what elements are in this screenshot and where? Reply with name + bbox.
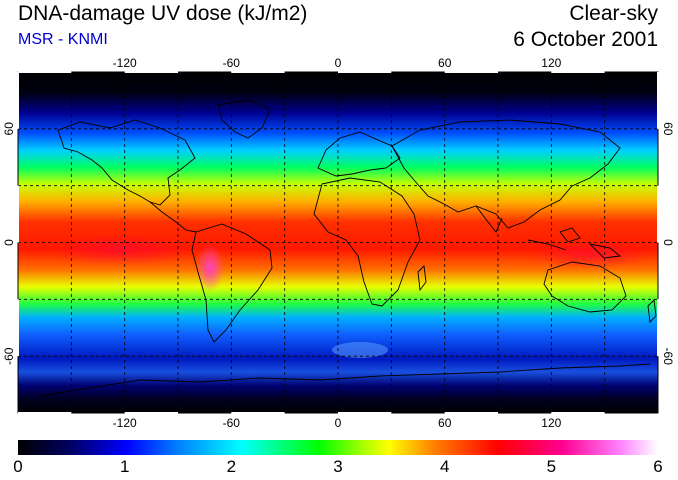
colorbar-label: 0 — [13, 457, 23, 476]
lon-label-bottom: -60 — [223, 416, 241, 430]
lon-label-top: 120 — [541, 56, 561, 70]
sky-condition-label: Clear-sky — [569, 2, 658, 25]
lat-label-left: 0 — [2, 239, 16, 246]
source-label: MSR - KNMI — [18, 31, 108, 48]
lat-label-left: -60 — [2, 347, 16, 365]
lon-labels-bottom: -120 -60 0 60 120 — [113, 416, 562, 430]
colorbar-label: 5 — [546, 457, 557, 476]
date-label: 6 October 2001 — [513, 28, 658, 51]
lon-label-top: 60 — [438, 56, 452, 70]
lon-label-bottom: -120 — [113, 416, 137, 430]
gridlines — [18, 72, 658, 413]
lon-label-bottom: 120 — [541, 416, 561, 430]
colorbar-label: 3 — [333, 457, 343, 476]
lat-label-right: 0 — [661, 239, 675, 246]
andes-peak — [196, 244, 224, 292]
lat-labels-right: 60 0 -60 — [661, 122, 675, 365]
lon-label-bottom: 60 — [438, 416, 452, 430]
lon-label-top: -60 — [223, 56, 241, 70]
map-title: DNA-damage UV dose (kJ/m2) — [18, 2, 308, 25]
lon-label-top: -120 — [113, 56, 137, 70]
lon-label-top: 0 — [335, 56, 342, 70]
colorbar-label: 4 — [439, 457, 450, 476]
colorbar-label: 6 — [653, 457, 663, 476]
lat-label-left: 60 — [2, 122, 16, 136]
colorbar-label: 2 — [226, 457, 237, 476]
map-frame — [16, 70, 660, 415]
lat-labels-left: 60 0 -60 — [2, 122, 16, 365]
colorbar — [18, 440, 658, 455]
lon-labels-top: -120 -60 0 60 120 — [113, 56, 562, 70]
colorbar-label: 1 — [119, 457, 130, 476]
lon-label-bottom: 0 — [335, 416, 342, 430]
lat-label-right: 60 — [661, 122, 675, 136]
lat-label-right: -60 — [661, 348, 675, 366]
